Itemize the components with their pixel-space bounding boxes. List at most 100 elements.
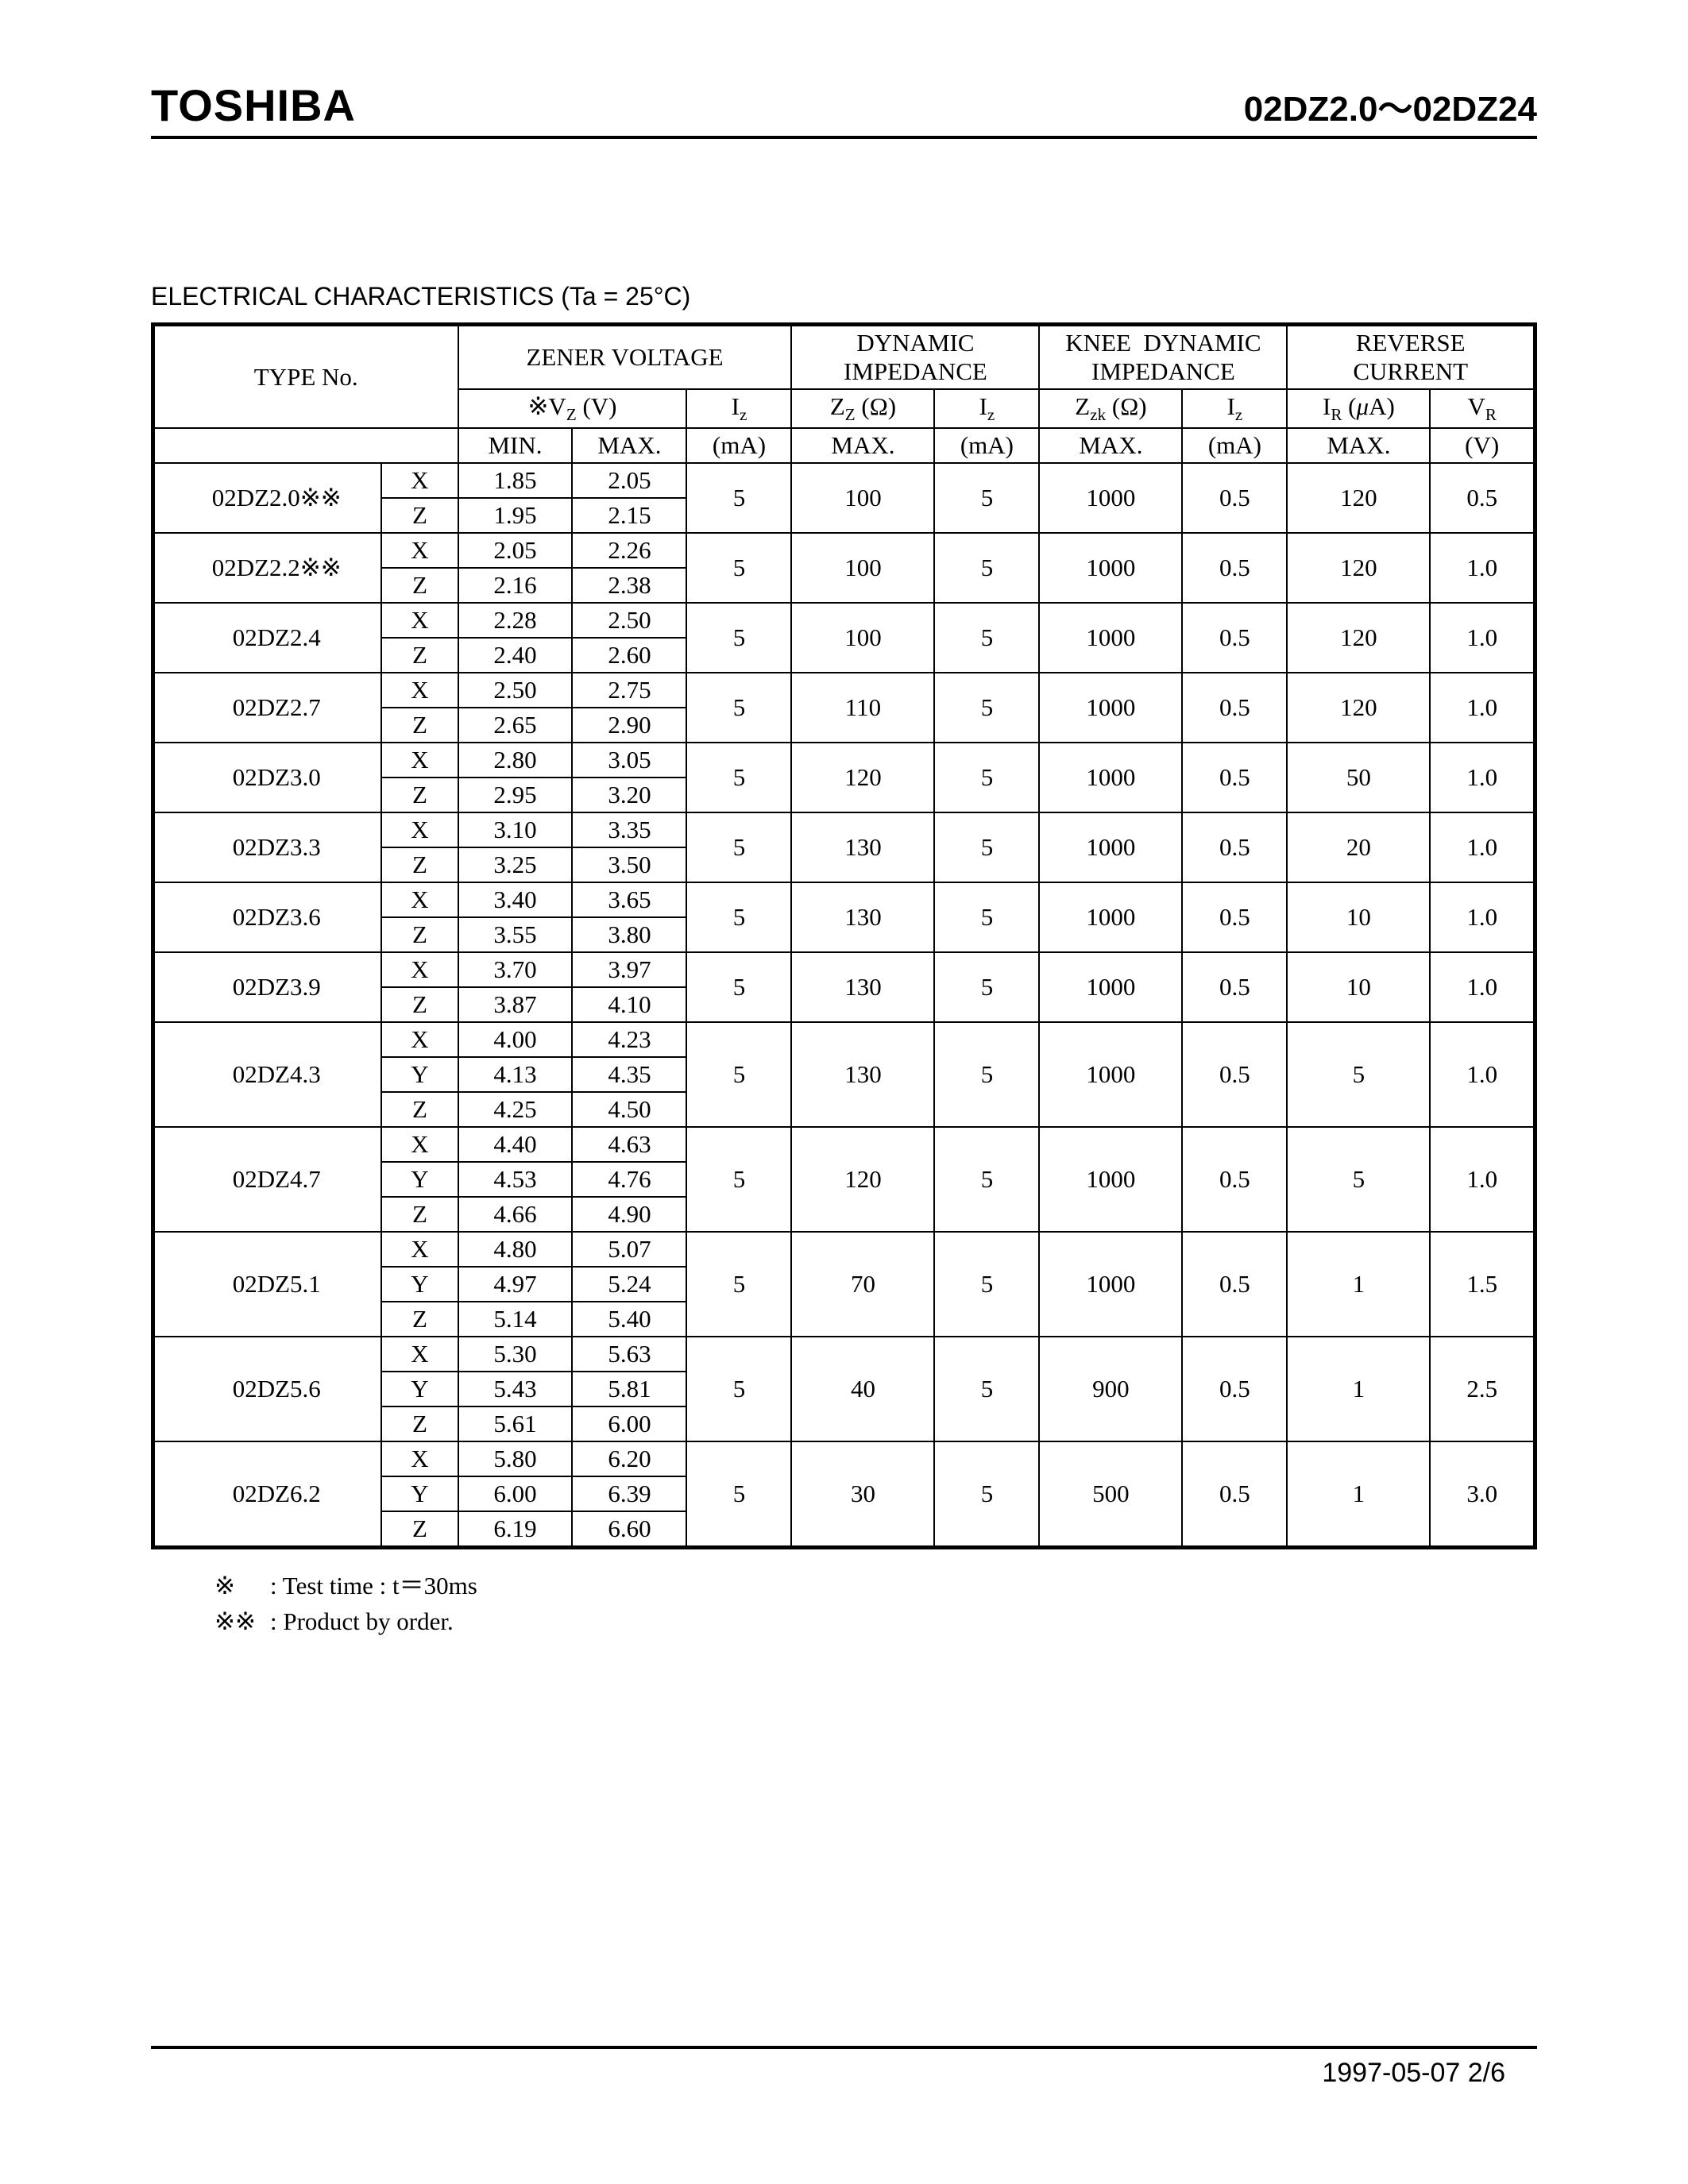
cell-vz-min: 5.43 <box>458 1372 573 1406</box>
cell-vz-min: 4.13 <box>458 1057 573 1092</box>
cell-zz: 100 <box>791 463 934 533</box>
cell-type: 02DZ6.2 <box>153 1441 382 1548</box>
cell-subtype: X <box>381 1022 458 1057</box>
cell-iz1: 5 <box>686 603 791 673</box>
cell-zzk: 1000 <box>1039 463 1182 533</box>
cell-ir: 5 <box>1287 1022 1430 1127</box>
table-body: 02DZ2.0※※X1.852.055100510000.51200.5Z1.9… <box>153 463 1535 1548</box>
cell-ir: 120 <box>1287 533 1430 603</box>
col-zener-voltage: ZENER VOLTAGE <box>458 325 792 390</box>
cell-iz1: 5 <box>686 1232 791 1337</box>
cell-zzk: 500 <box>1039 1441 1182 1548</box>
cell-vz-min: 3.55 <box>458 917 573 952</box>
cell-vz-min: 4.97 <box>458 1267 573 1302</box>
cell-vz-min: 2.40 <box>458 638 573 673</box>
cell-ir: 5 <box>1287 1127 1430 1232</box>
cell-zz: 40 <box>791 1337 934 1441</box>
cell-vz-max: 6.00 <box>572 1406 686 1441</box>
cell-vz-min: 2.16 <box>458 568 573 603</box>
cell-iz2: 5 <box>934 533 1039 603</box>
cell-iz1: 5 <box>686 812 791 882</box>
cell-vz-max: 5.24 <box>572 1267 686 1302</box>
table-row: 02DZ4.3X4.004.235130510000.551.0 <box>153 1022 1535 1057</box>
cell-zz: 130 <box>791 812 934 882</box>
cell-subtype: Z <box>381 847 458 882</box>
cell-iz3: 0.5 <box>1182 882 1287 952</box>
cell-vr: 1.0 <box>1430 1127 1535 1232</box>
cell-iz3: 0.5 <box>1182 743 1287 812</box>
cell-vz-min: 4.66 <box>458 1197 573 1232</box>
cell-subtype: X <box>381 673 458 708</box>
cell-vz-max: 2.15 <box>572 498 686 533</box>
cell-zzk: 1000 <box>1039 1127 1182 1232</box>
cell-iz3: 0.5 <box>1182 812 1287 882</box>
cell-vz-max: 3.65 <box>572 882 686 917</box>
cell-iz2: 5 <box>934 1337 1039 1441</box>
cell-subtype: X <box>381 1337 458 1372</box>
brand-logo: TOSHIBA <box>151 79 356 131</box>
table-row: 02DZ5.1X4.805.07570510000.511.5 <box>153 1232 1535 1267</box>
col-vz: ※VZ (V) <box>458 389 687 428</box>
cell-vz-max: 5.81 <box>572 1372 686 1406</box>
cell-vz-max: 2.05 <box>572 463 686 498</box>
footer-date-page: 1997-05-07 2/6 <box>1322 2058 1505 2089</box>
col-iz1-unit: (mA) <box>686 428 791 463</box>
cell-zzk: 1000 <box>1039 673 1182 743</box>
cell-iz2: 5 <box>934 673 1039 743</box>
cell-ir: 10 <box>1287 952 1430 1022</box>
cell-iz1: 5 <box>686 882 791 952</box>
cell-iz1: 5 <box>686 673 791 743</box>
table-row: 02DZ3.9X3.703.975130510000.5101.0 <box>153 952 1535 987</box>
cell-iz3: 0.5 <box>1182 1337 1287 1441</box>
cell-vr: 1.0 <box>1430 812 1535 882</box>
cell-iz1: 5 <box>686 1022 791 1127</box>
col-vr: VR <box>1430 389 1535 428</box>
cell-vz-min: 2.80 <box>458 743 573 778</box>
cell-vz-max: 2.60 <box>572 638 686 673</box>
cell-type: 02DZ2.0※※ <box>153 463 382 533</box>
table-row: 02DZ2.4X2.282.505100510000.51201.0 <box>153 603 1535 638</box>
cell-zz: 100 <box>791 603 934 673</box>
col-zz: ZZ (Ω) <box>791 389 934 428</box>
cell-vz-min: 2.28 <box>458 603 573 638</box>
col-vr-unit: (V) <box>1430 428 1535 463</box>
col-knee-l2: IMPEDANCE <box>1091 357 1235 385</box>
cell-iz1: 5 <box>686 1441 791 1548</box>
cell-iz3: 0.5 <box>1182 1441 1287 1548</box>
cell-zz: 130 <box>791 882 934 952</box>
cell-vz-max: 2.90 <box>572 708 686 743</box>
part-number-range: 02DZ2.0～02DZ24 <box>1244 80 1537 131</box>
cell-vz-min: 3.25 <box>458 847 573 882</box>
cell-zz: 100 <box>791 533 934 603</box>
cell-subtype: Z <box>381 987 458 1022</box>
cell-ir: 1 <box>1287 1337 1430 1441</box>
cell-ir: 1 <box>1287 1441 1430 1548</box>
col-rev-l2: CURRENT <box>1353 357 1468 385</box>
cell-vz-max: 6.39 <box>572 1476 686 1511</box>
cell-vz-min: 4.25 <box>458 1092 573 1127</box>
cell-type: 02DZ2.7 <box>153 673 382 743</box>
col-max: MAX. <box>572 428 686 463</box>
cell-zzk: 1000 <box>1039 812 1182 882</box>
cell-vz-max: 5.63 <box>572 1337 686 1372</box>
cell-subtype: Z <box>381 917 458 952</box>
cell-iz2: 5 <box>934 882 1039 952</box>
table-row: 02DZ2.2※※X2.052.265100510000.51201.0 <box>153 533 1535 568</box>
cell-iz2: 5 <box>934 812 1039 882</box>
cell-zzk: 1000 <box>1039 533 1182 603</box>
cell-iz1: 5 <box>686 463 791 533</box>
cell-iz2: 5 <box>934 1441 1039 1548</box>
cell-subtype: Y <box>381 1267 458 1302</box>
cell-subtype: Y <box>381 1372 458 1406</box>
electrical-characteristics-table: TYPE No. ZENER VOLTAGE DYNAMIC IMPEDANCE… <box>151 322 1537 1549</box>
cell-subtype: Y <box>381 1476 458 1511</box>
cell-iz1: 5 <box>686 952 791 1022</box>
cell-vz-max: 3.50 <box>572 847 686 882</box>
cell-vz-max: 2.26 <box>572 533 686 568</box>
cell-vz-min: 3.10 <box>458 812 573 847</box>
cell-iz1: 5 <box>686 1337 791 1441</box>
cell-vz-max: 2.50 <box>572 603 686 638</box>
col-blank <box>153 428 458 463</box>
cell-iz2: 5 <box>934 743 1039 812</box>
col-zzk-max: MAX. <box>1039 428 1182 463</box>
